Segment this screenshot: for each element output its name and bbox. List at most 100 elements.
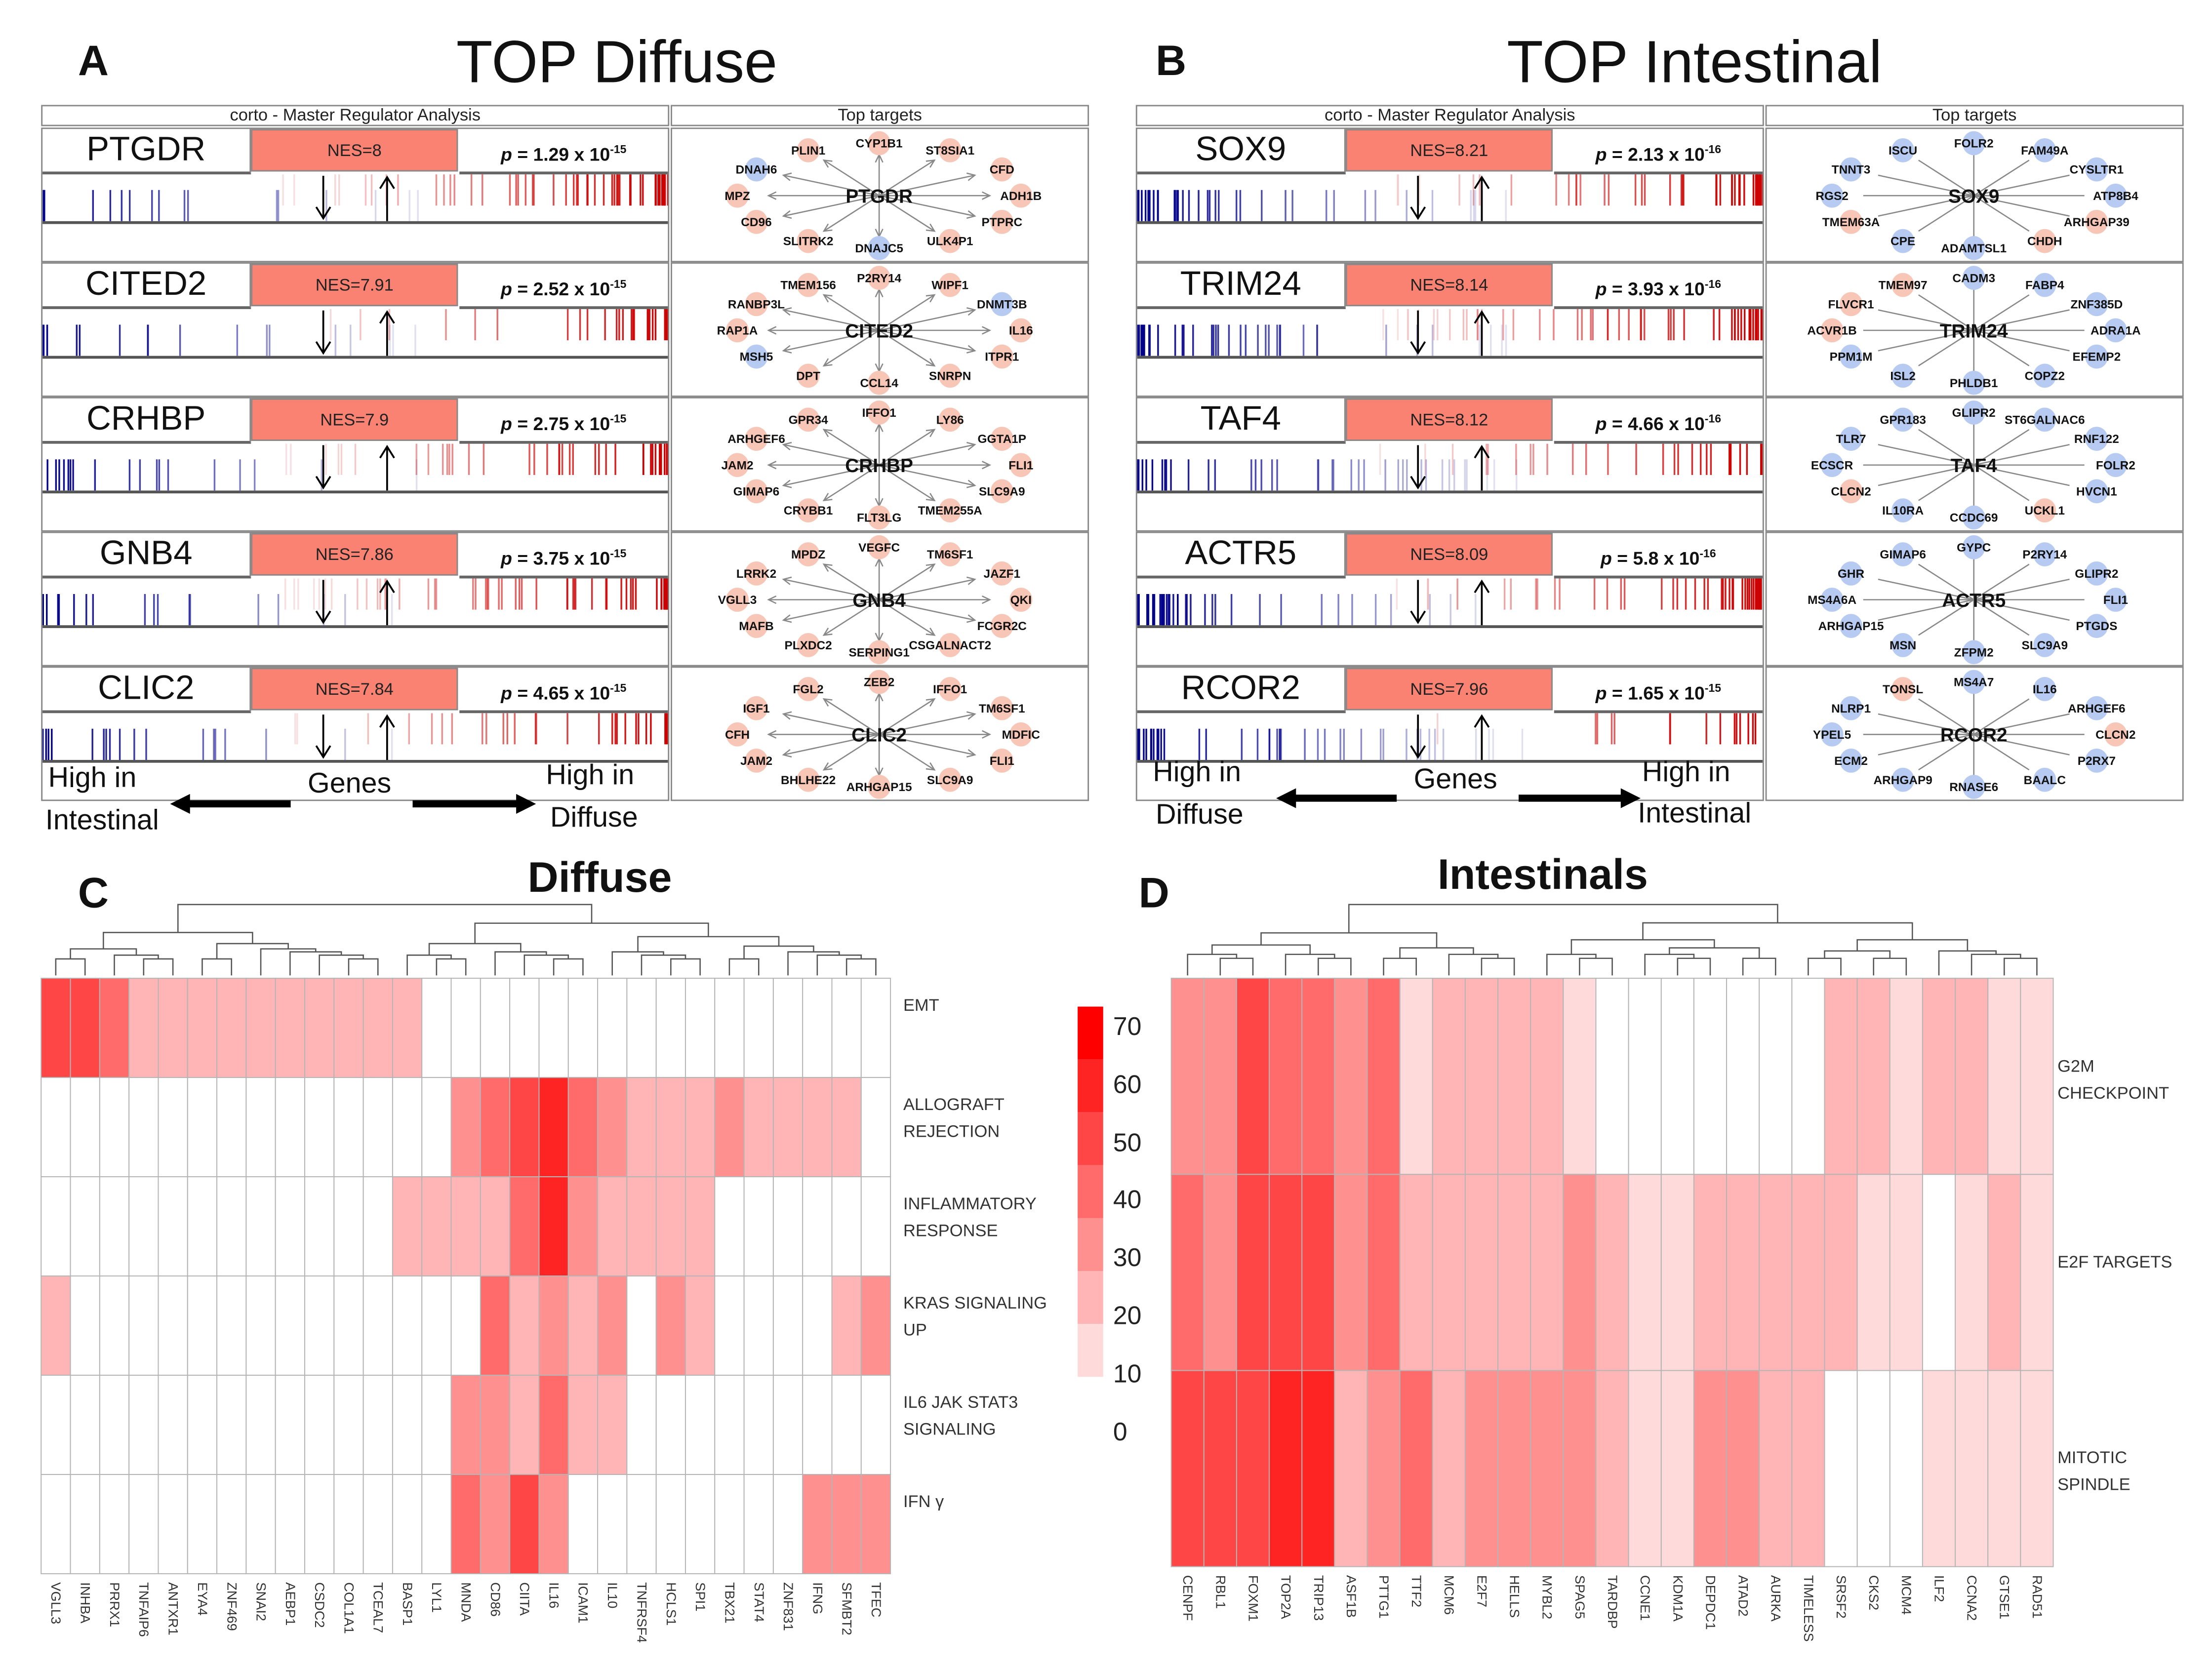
heatmap-cell: [1334, 1370, 1368, 1567]
target-node-down: [1840, 561, 1863, 586]
heatmap-cell: [275, 1474, 306, 1575]
legend-swatch: [1078, 1165, 1103, 1218]
target-node-up: [868, 370, 891, 395]
mra-header: corto - Master Regulator Analysis: [41, 105, 670, 126]
target-label: ST8SIA1: [925, 144, 974, 158]
column-label: TNFAIP6: [136, 1582, 152, 1637]
network-edge: [783, 174, 880, 197]
heatmap-cell: [99, 1375, 130, 1475]
target-node-up: [990, 614, 1013, 638]
up-arrow-head: [1474, 579, 1490, 594]
edge-arrowhead: [982, 191, 992, 200]
target-network: ZEB2 IFFO1 TM6SF1 MDFIC FLI1 SLC9A9 ARHGAP15 BH…: [671, 666, 1089, 801]
row-label: IL6 JAK STAT3 SIGNALING: [903, 1392, 1018, 1439]
heatmap-cell: [538, 1375, 569, 1475]
target-node-up: [745, 479, 768, 504]
heatmap-cell: [802, 1275, 833, 1376]
p-mantissa: = 1.29 x 10: [512, 143, 610, 165]
target-label: TMEM97: [1879, 279, 1928, 292]
heatmap-cell: [421, 1275, 452, 1376]
target-node-down: [1962, 535, 1985, 559]
enrichment-barcode: [1136, 443, 1763, 494]
target-node-up: [990, 344, 1013, 369]
down-arrow-head: [315, 610, 331, 624]
heatmap-cell: [128, 1474, 159, 1575]
target-label: NLRP1: [1831, 702, 1871, 716]
edge-arrowhead: [822, 762, 833, 771]
heatmap-cell: [158, 1077, 188, 1178]
column-label: CSDC2: [312, 1582, 327, 1628]
footer-genes-label: Genes: [308, 768, 392, 800]
column-label: AEBP1: [283, 1582, 298, 1626]
target-label: CYSLTR1: [2070, 163, 2124, 177]
heatmap-cell: [1269, 978, 1303, 1175]
p-value: p = 1.65 x 10-15: [1554, 668, 1763, 714]
dendrogram-branch: [70, 948, 137, 959]
target-network: P2RY14 WIPF1 DNMT3B IL16 ITPR1 SNRPN CCL14 DPT M…: [671, 262, 1089, 397]
network-edge: [879, 464, 975, 486]
target-label: PPM1M: [1830, 351, 1873, 364]
column-label: GTSE1: [1997, 1575, 2012, 1619]
target-label: MS4A6A: [1808, 594, 1856, 607]
enrichment-barcode: [1136, 578, 1763, 628]
edge-arrowhead: [767, 191, 777, 200]
target-node-up: [726, 183, 749, 208]
edge-arrowhead: [925, 429, 936, 437]
target-label: DNAH6: [735, 163, 777, 177]
heatmap-cell: [158, 1275, 188, 1376]
target-network: IFFO1 LY86 GGTA1P FLI1 SLC9A9 TMEM255A FLT3LG C…: [671, 397, 1089, 532]
heatmap-cell: [831, 1375, 862, 1475]
target-label: CYP1B1: [856, 137, 903, 151]
heatmap-cell: [1759, 1370, 1793, 1567]
p-mantissa: = 4.65 x 10: [512, 682, 610, 704]
network-edge: [1973, 329, 2070, 352]
target-network: MS4A7 IL16 ARHGEF6 CLCN2 P2RX7 BAALC RNASE6 ARH…: [1765, 666, 2184, 801]
target-node-down: [1962, 131, 1985, 156]
heatmap-cell: [40, 1474, 71, 1575]
regulator-name: CITED2: [42, 264, 251, 309]
target-label: BHLHE22: [781, 774, 836, 787]
p-value: p = 4.66 x 10-16: [1554, 398, 1763, 444]
regulator-row: CLIC2 NES=7.84 p = 4.65 x 10-15: [41, 666, 670, 801]
network-edge: [1878, 329, 1974, 352]
network-edge: [879, 698, 935, 735]
heatmap-cell: [333, 1375, 364, 1475]
heatmap-cell: [2020, 1370, 2054, 1567]
target-node-up: [938, 767, 962, 792]
p-mantissa: = 3.93 x 10: [1607, 278, 1705, 300]
target-node-up: [1840, 479, 1863, 504]
edge-arrowhead: [966, 441, 976, 451]
target-node-down: [1820, 453, 1844, 477]
target-node-down: [1891, 767, 1915, 792]
target-node-down: [2085, 614, 2108, 638]
target-node-up: [2104, 722, 2127, 747]
p-symbol: p: [1595, 413, 1607, 435]
target-node-up: [726, 318, 749, 343]
legend-tick-label: 20: [1113, 1301, 1142, 1330]
edge-arrowhead: [966, 749, 976, 758]
regulator-row: TRIM24 NES=8.14 p = 3.93 x 10-16: [1135, 262, 1764, 397]
network-edge: [1918, 698, 1974, 735]
edge-arrowhead: [782, 576, 792, 585]
heatmap-cell: [626, 978, 657, 1078]
network-edge: [879, 578, 975, 600]
heatmap-cell: [158, 1474, 188, 1575]
target-label: P2RY14: [857, 272, 901, 285]
target-label: RNF122: [2074, 433, 2119, 446]
target-label: SLC9A9: [927, 774, 973, 787]
network-center-label: TAF4: [1951, 455, 1997, 477]
network-edge: [879, 195, 975, 217]
edge-arrowhead: [966, 614, 976, 623]
target-node-up: [797, 407, 820, 432]
heatmap-cell: [1791, 1174, 1825, 1371]
target-node-down: [2033, 633, 2056, 657]
column-label: IFNG: [810, 1582, 825, 1614]
column-label: RAD51: [2030, 1575, 2045, 1619]
row-label: E2F TARGETS: [2057, 1251, 2172, 1272]
network-edge: [879, 174, 975, 197]
target-network: GYPC P2RY14 GLIPR2 FLI1 PTGDS SLC9A9 ZFPM2 MSN A…: [1765, 531, 2184, 667]
target-label: CCDC69: [1950, 512, 1998, 525]
target-node-up: [868, 266, 891, 290]
network-edge: [783, 713, 880, 735]
heatmap-cell: [1955, 1174, 1989, 1371]
